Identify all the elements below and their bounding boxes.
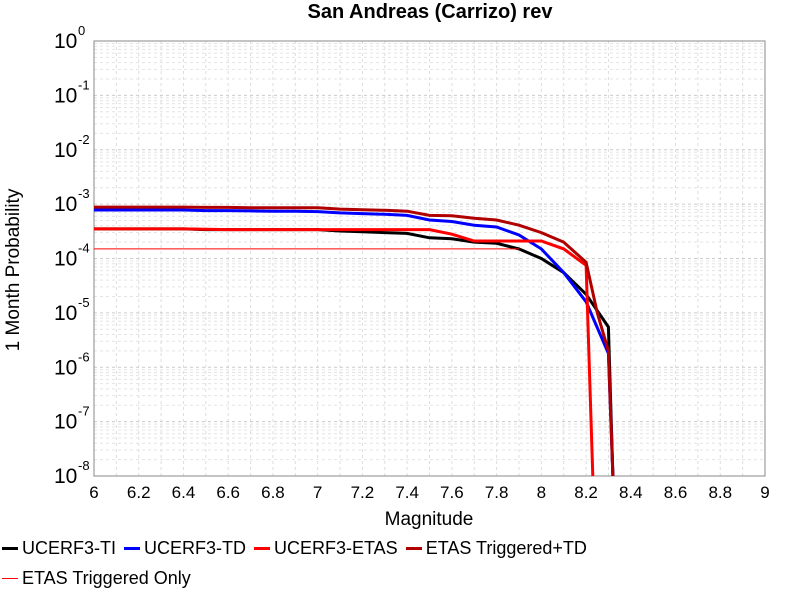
- y-tick-exponent: -5: [78, 295, 90, 310]
- y-tick-label: 10: [54, 411, 77, 434]
- y-axis-label: 1 Month Probability: [3, 188, 24, 351]
- x-tick-label: 6.6: [216, 483, 240, 502]
- legend: UCERF3-TI UCERF3-TD UCERF3-ETAS ETAS Trigge…: [0, 534, 800, 600]
- series-line-etas-triggered-td: [94, 205, 615, 477]
- legend-row: UCERF3-TI UCERF3-TD UCERF3-ETAS ETAS Trigge…: [2, 538, 595, 559]
- x-tick-label: 7.4: [395, 483, 419, 502]
- legend-label: UCERF3-ETAS: [274, 538, 398, 558]
- legend-item-ucerf3-ti: UCERF3-TI: [2, 538, 116, 559]
- legend-swatch: [2, 578, 18, 579]
- y-tick-exponent: -2: [78, 132, 90, 147]
- x-tick-label: 7.2: [351, 483, 375, 502]
- legend-label: UCERF3-TD: [144, 538, 246, 558]
- x-tick-label: 6.8: [261, 483, 285, 502]
- legend-row: ETAS Triggered Only: [2, 568, 199, 589]
- y-tick-label: 10: [54, 356, 77, 379]
- legend-swatch: [254, 547, 270, 550]
- y-tick-label: 10: [54, 465, 77, 488]
- x-tick-label: 8.8: [708, 483, 732, 502]
- series-line-ucerf3-td: [94, 208, 615, 477]
- legend-swatch: [124, 547, 140, 550]
- y-tick-label: 10: [54, 84, 77, 107]
- y-tick-exponent: -8: [78, 458, 90, 473]
- x-tick-label: 6: [89, 483, 98, 502]
- y-tick-exponent: 0: [78, 23, 85, 38]
- x-tick-label: 6.2: [127, 483, 151, 502]
- chart: San Andreas (Carrizo) rev 6 6.2 6.4 6.6 6.8 7…: [3, 1, 770, 530]
- x-tick-label: 6.4: [172, 483, 196, 502]
- y-tick-exponent: -3: [78, 186, 90, 201]
- x-tick-label: 8.6: [664, 483, 688, 502]
- y-tick-exponent: -1: [78, 77, 90, 92]
- legend-swatch: [2, 547, 18, 550]
- series-line-ucerf3-ti: [94, 227, 615, 477]
- y-tick-exponent: -4: [78, 241, 90, 256]
- y-tick-label: 10: [54, 139, 77, 162]
- x-tick-labels: 6 6.2 6.4 6.6 6.8 7 7.2 7.4 7.6 7.8 8 8.2 8.4 8.6 8.8 9: [89, 483, 769, 502]
- x-tick-label: 8.4: [619, 483, 643, 502]
- y-tick-exponent: -6: [78, 349, 90, 364]
- y-tick-label: 10: [54, 302, 77, 325]
- x-axis-label: Magnitude: [385, 509, 474, 530]
- y-tick-label: 10: [54, 30, 77, 53]
- chart-title: San Andreas (Carrizo) rev: [308, 1, 554, 23]
- y-tick-label: 10: [54, 193, 77, 216]
- legend-label: ETAS Triggered+TD: [425, 538, 587, 558]
- x-tick-label: 8.2: [574, 483, 598, 502]
- series-lines: [94, 205, 615, 477]
- plot-area: [93, 40, 766, 477]
- legend-label: ETAS Triggered Only: [22, 568, 191, 588]
- y-tick-exponent: -7: [78, 404, 90, 419]
- x-tick-label: 8: [537, 483, 546, 502]
- legend-item-etas-triggered-td: ETAS Triggered+TD: [405, 538, 587, 559]
- series-line-ucerf3-etas: [94, 227, 595, 477]
- grid: [93, 41, 766, 477]
- x-tick-label: 7.6: [440, 483, 464, 502]
- x-tick-label: 7.8: [485, 483, 509, 502]
- x-tick-label: 9: [760, 483, 769, 502]
- y-tick-label: 10: [54, 248, 77, 271]
- legend-swatch: [405, 547, 422, 550]
- x-tick-label: 7: [313, 483, 322, 502]
- legend-label: UCERF3-TI: [22, 538, 116, 558]
- legend-item-ucerf3-etas: UCERF3-ETAS: [254, 538, 398, 559]
- legend-item-ucerf3-td: UCERF3-TD: [124, 538, 246, 559]
- legend-item-etas-triggered-only: ETAS Triggered Only: [2, 568, 191, 589]
